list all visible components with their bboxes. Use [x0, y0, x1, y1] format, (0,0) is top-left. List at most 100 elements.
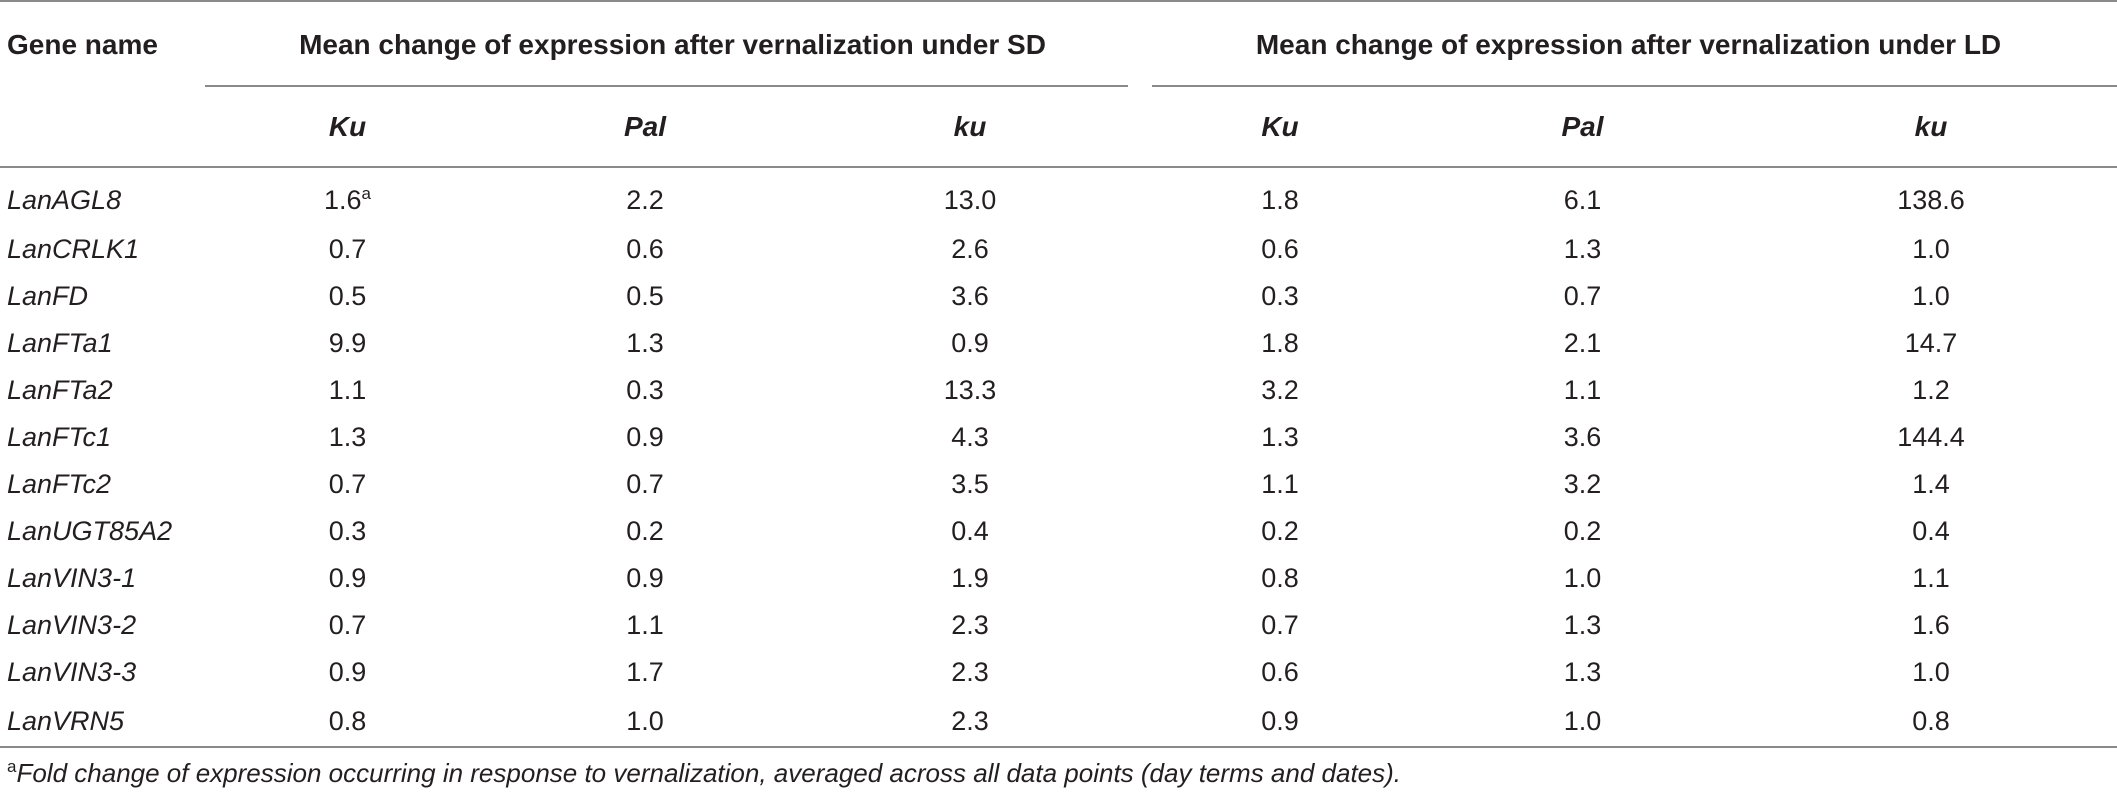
value-cell: 2.3 [951, 657, 989, 687]
table-row: LanVIN3-1 0.9 0.9 1.9 0.8 1.0 1.1 [0, 555, 2117, 602]
table-footnote: aFold change of expression occurring in … [7, 758, 1401, 789]
value-cell: 1.3 [1563, 234, 1602, 264]
value-cell: 1.4 [1912, 469, 1950, 499]
table-body: LanAGL8 1.6a 2.2 13.0 1.8 6.1 138.6 LanC… [0, 167, 2117, 748]
value-cell: 0.5 [626, 281, 664, 311]
table-row: LanAGL8 1.6a 2.2 13.0 1.8 6.1 138.6 [0, 167, 2117, 226]
value-cell: 0.7 [626, 469, 664, 499]
value-cell: 1.8 [1261, 184, 1299, 215]
gene-cell: LanCRLK1 [7, 234, 140, 264]
value-text: 1.6 [323, 184, 362, 215]
gene-cell: LanVRN5 [0, 696, 205, 748]
gene-cell: LanVIN3-1 [7, 563, 137, 593]
value-cell: 1.0 [490, 696, 800, 748]
group-header-row: Gene name Mean change of expression afte… [0, 9, 2117, 85]
value-cell: 1.0 [1912, 281, 1950, 311]
value-cell: 6.1 [1563, 184, 1602, 215]
value-cell: 0.4 [1912, 516, 1950, 546]
table-row: LanFTa1 9.9 1.3 0.9 1.8 2.1 14.7 [0, 320, 2117, 367]
sd-pal-header: Pal [490, 87, 800, 168]
value-cell: 138.6 [1897, 184, 1965, 215]
footnote-text: Fold change of expression occurring in r… [16, 758, 1402, 788]
table-row: LanUGT85A2 0.3 0.2 0.4 0.2 0.2 0.4 [0, 508, 2117, 555]
ld-ku-header: Ku [1140, 87, 1420, 168]
value-cell: 1.9 [951, 563, 989, 593]
subheader-row: Ku Pal ku Ku Pal ku [0, 87, 2117, 168]
top-rule [0, 0, 2117, 9]
gene-cell: LanFTc2 [7, 469, 112, 499]
value-cell: 3.6 [951, 281, 989, 311]
value-cell: 1.1 [1563, 375, 1602, 405]
ld-group-rule [1152, 85, 2117, 87]
gene-cell: LanVIN3-2 [7, 610, 137, 640]
value-cell: 1.3 [1563, 610, 1602, 640]
gene-name-header: Gene name [7, 29, 158, 60]
gene-cell: LanAGL8 [7, 184, 122, 215]
value-cell: 3.2 [1563, 469, 1602, 499]
value-cell: 1.1 [1261, 469, 1299, 499]
value-cell: 0.8 [1745, 696, 2117, 748]
value-cell: 1.1 [626, 610, 664, 640]
value-cell: 0.7 [328, 610, 367, 640]
gene-cell: LanFD [7, 281, 89, 311]
ld-pal-header: Pal [1420, 87, 1745, 168]
value-cell: 144.4 [1897, 422, 1965, 452]
expression-table: Gene name Mean change of expression afte… [0, 0, 2117, 748]
value-cell: 1.8 [1261, 328, 1299, 358]
sd-group-header: Mean change of expression after vernaliz… [299, 29, 1046, 60]
value-cell: 0.3 [626, 375, 664, 405]
table-row: LanVIN3-3 0.9 1.7 2.3 0.6 1.3 1.0 [0, 649, 2117, 696]
sd-ku-lower-header: ku [800, 87, 1140, 168]
value-cell: 0.9 [951, 328, 989, 358]
value-cell: 1.3 [328, 422, 367, 452]
value-cell: 0.7 [1261, 610, 1299, 640]
gene-cell: LanFTc1 [7, 422, 112, 452]
value-cell: 9.9 [328, 328, 367, 358]
value-cell: 2.3 [800, 696, 1140, 748]
value-cell: 0.7 [1563, 281, 1602, 311]
gene-cell: LanFTa2 [7, 375, 113, 405]
value-cell: 0.3 [1261, 281, 1299, 311]
value-cell: 1.3 [626, 328, 664, 358]
value-cell: 1.0 [1912, 234, 1950, 264]
value-cell: 3.5 [951, 469, 989, 499]
value-cell: 0.9 [328, 563, 367, 593]
value-cell: 4.3 [951, 422, 989, 452]
value-cell: 0.8 [1261, 563, 1299, 593]
table-row: LanFTa2 1.1 0.3 13.3 3.2 1.1 1.2 [0, 367, 2117, 414]
value-cell: 2.6 [951, 234, 989, 264]
sd-group-rule [205, 85, 1128, 87]
value-cell: 3.6 [1563, 422, 1602, 452]
value-cell: 1.2 [1912, 375, 1950, 405]
table-row: LanVRN5 0.8 1.0 2.3 0.9 1.0 0.8 [0, 696, 2117, 748]
value-cell: 0.9 [626, 563, 664, 593]
value-cell: 1.1 [1912, 563, 1950, 593]
gene-cell: LanUGT85A2 [7, 516, 173, 546]
value-cell: 1.7 [626, 657, 664, 687]
subheader-blank [0, 87, 205, 168]
table-row: LanFD 0.5 0.5 3.6 0.3 0.7 1.0 [0, 273, 2117, 320]
footnote-marker: a [7, 757, 17, 776]
value-cell: 0.2 [1563, 516, 1602, 546]
value-cell: 14.7 [1904, 328, 1958, 358]
value-cell: 0.5 [328, 281, 367, 311]
value-cell: 0.4 [951, 516, 989, 546]
value-cell: 0.6 [1261, 657, 1299, 687]
sd-ku-header: Ku [205, 87, 490, 168]
ld-ku-lower-header: ku [1745, 87, 2117, 168]
footnote-marker: a [361, 183, 371, 203]
value-cell: 0.7 [328, 469, 367, 499]
value-cell: 1.1 [328, 375, 367, 405]
value-cell: 0.2 [1261, 516, 1299, 546]
value-cell: 0.6 [626, 234, 664, 264]
value-cell: 1.3 [1563, 657, 1602, 687]
value-cell: 13.0 [943, 184, 997, 215]
table-row: LanFTc2 0.7 0.7 3.5 1.1 3.2 1.4 [0, 461, 2117, 508]
value-cell: 1.0 [1563, 563, 1602, 593]
value-cell: 0.7 [328, 234, 367, 264]
table-row: LanFTc1 1.3 0.9 4.3 1.3 3.6 144.4 [0, 414, 2117, 461]
group-rule-row [0, 85, 2117, 87]
table-row: LanCRLK1 0.7 0.6 2.6 0.6 1.3 1.0 [0, 226, 2117, 273]
ld-group-header: Mean change of expression after vernaliz… [1255, 29, 2002, 60]
